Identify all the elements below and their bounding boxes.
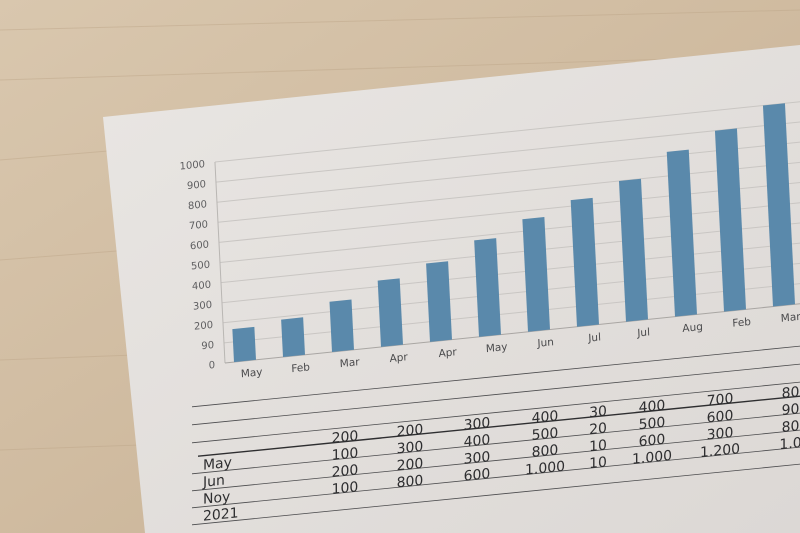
table-cell: 500 [532,425,559,444]
table-cell: 600 [639,432,666,451]
table-cell: 1.000 [632,448,672,468]
table-cell: 800 [397,473,424,492]
table-cell: 600 [464,466,491,485]
table-cell: 300 [397,439,424,458]
gridline [218,175,800,243]
y-tick-label: 800 [188,199,208,212]
table-rule [192,461,800,526]
y-tick-label: 1000 [179,159,205,173]
table-cell: 200 [332,428,359,447]
y-tick-label: 900 [187,179,207,192]
y-tick-label: 500 [191,260,211,273]
gridline [216,135,800,203]
table-cell: 20 [589,420,607,438]
table-cell: 1.00 [779,434,800,453]
bar [281,317,305,358]
table-cell: 400 [532,408,559,427]
table-cell: 800 [782,417,800,436]
table-cell: 900 [782,400,800,419]
x-tick-label: Jul [587,331,601,344]
gridline [215,115,800,183]
bar [377,278,403,347]
x-tick-label: Apr [438,346,457,360]
table-cell: 300 [464,449,491,468]
bar [232,326,256,363]
y-axis [214,161,226,364]
bar [618,178,648,322]
table-rule [192,410,800,475]
table-row-label: May [203,455,232,474]
gridline [217,155,800,223]
table-rule [192,379,800,444]
x-tick-label: Jun [536,336,554,350]
y-tick-label: 600 [190,239,210,252]
gridline [214,95,800,163]
table-rule [192,444,800,509]
table-cell: 200 [397,456,424,475]
x-tick-label: Apr [389,351,408,365]
bar [426,261,452,342]
y-tick-label: 300 [193,300,213,313]
table-cell: 800 [532,442,559,461]
x-tick-label: Feb [732,316,751,330]
x-tick-label: Jul [636,326,650,339]
table-cell: 600 [707,408,734,427]
x-tick-label: Mar [780,311,800,325]
table-cell: 1.000 [525,459,565,479]
x-tick-label: Feb [291,361,310,375]
bar [762,103,795,307]
table-row-label: Jun [202,473,225,491]
x-tick-label: May [486,341,508,355]
table-cell: 1.200 [700,441,740,461]
table-cell: 200 [397,422,424,441]
x-tick-label: Mar [339,356,360,370]
table-rule [192,427,800,492]
y-tick-label: 700 [189,219,209,232]
y-tick-labels: 0 90 200 300 400 500 600 700 800 900 1000 [179,159,215,372]
y-tick-label: 400 [192,280,212,293]
data-table: MayJunNoy2021200100200100200300200800300… [192,343,800,526]
table-cells: MayJunNoy2021200100200100200300200800300… [202,383,800,525]
table-row-label: Noy [203,489,230,508]
bar [570,197,599,327]
bars [232,103,795,363]
table-cell: 10 [589,454,607,472]
table-rule [192,361,800,426]
table-row-label: 2021 [203,505,239,525]
table-cell: 400 [464,432,491,451]
y-tick-label: 90 [201,340,214,352]
x-tick-label: May [241,366,263,380]
table-rule [192,343,800,408]
bar [522,216,550,332]
table-cell: 300 [464,415,491,434]
table-cell: 400 [639,398,666,417]
table-header-rule [198,393,800,457]
bar [666,149,697,317]
x-tick-label: Aug [682,321,703,335]
table-cell: 200 [332,462,359,481]
table-cell: 700 [707,391,734,410]
paper-sheet [103,45,800,533]
x-tick-labels: May Feb Mar Apr Apr May Jun Jul Jul Aug Feb Mar [241,311,800,381]
table-cell: 100 [332,479,359,498]
table-cell: 10 [589,437,607,455]
bar [714,128,746,312]
y-tick-label: 200 [194,320,214,333]
y-tick-label: 0 [208,360,215,372]
bar [329,299,354,352]
table-cell: 300 [707,425,734,444]
table-lines [192,343,800,526]
table-cell: 30 [589,403,607,421]
table-cell: 100 [332,445,359,464]
table-cell: 500 [639,415,666,434]
bar [474,238,501,337]
table-cell: 800 [782,383,800,402]
